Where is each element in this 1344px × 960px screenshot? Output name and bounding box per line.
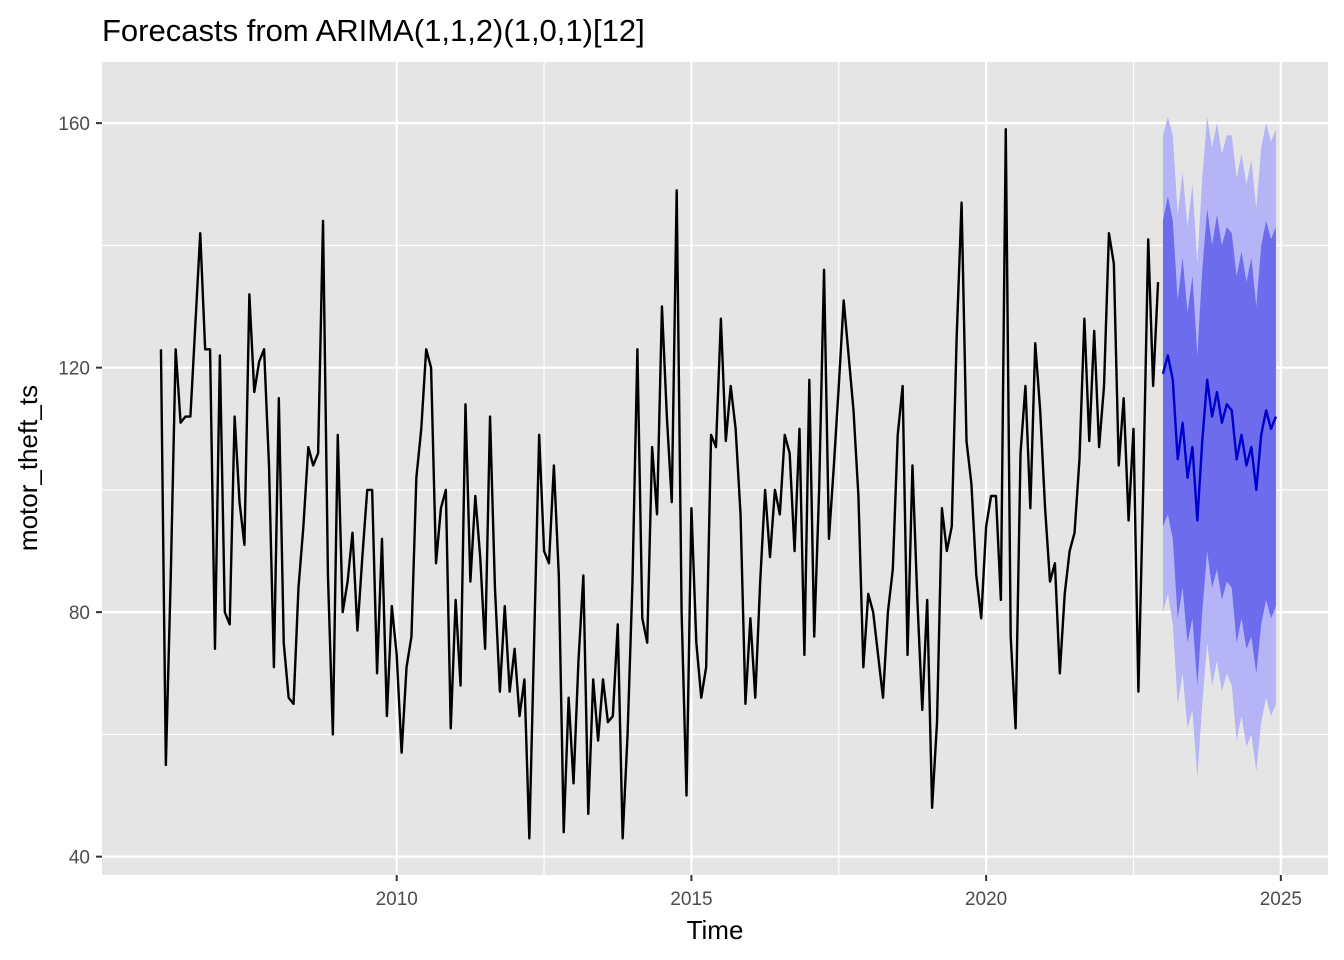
axis-ticks: 2010 2015 2020 2025 40 80 120 160 bbox=[58, 114, 1302, 910]
y-axis-title: motor_theft_ts bbox=[13, 385, 43, 551]
x-tick-label: 2015 bbox=[670, 889, 712, 910]
x-tick-label: 2020 bbox=[965, 889, 1007, 910]
x-tick-label: 2025 bbox=[1260, 889, 1302, 910]
x-tick-label: 2010 bbox=[376, 889, 418, 910]
forecast-mean-line bbox=[1161, 354, 1278, 522]
y-tick-label: 40 bbox=[69, 848, 90, 869]
x-axis-title: Time bbox=[687, 915, 744, 945]
y-tick-label: 80 bbox=[69, 603, 90, 624]
series-lines bbox=[159, 128, 1278, 840]
history-line bbox=[159, 128, 1160, 840]
chart-title: Forecasts from ARIMA(1,1,2)(1,0,1)[12] bbox=[102, 13, 645, 48]
major-gridlines bbox=[102, 62, 1328, 875]
prediction-intervals bbox=[1162, 117, 1276, 778]
y-tick-label: 120 bbox=[58, 359, 90, 380]
band-80 bbox=[1162, 196, 1276, 686]
y-tick-label: 160 bbox=[58, 114, 90, 135]
